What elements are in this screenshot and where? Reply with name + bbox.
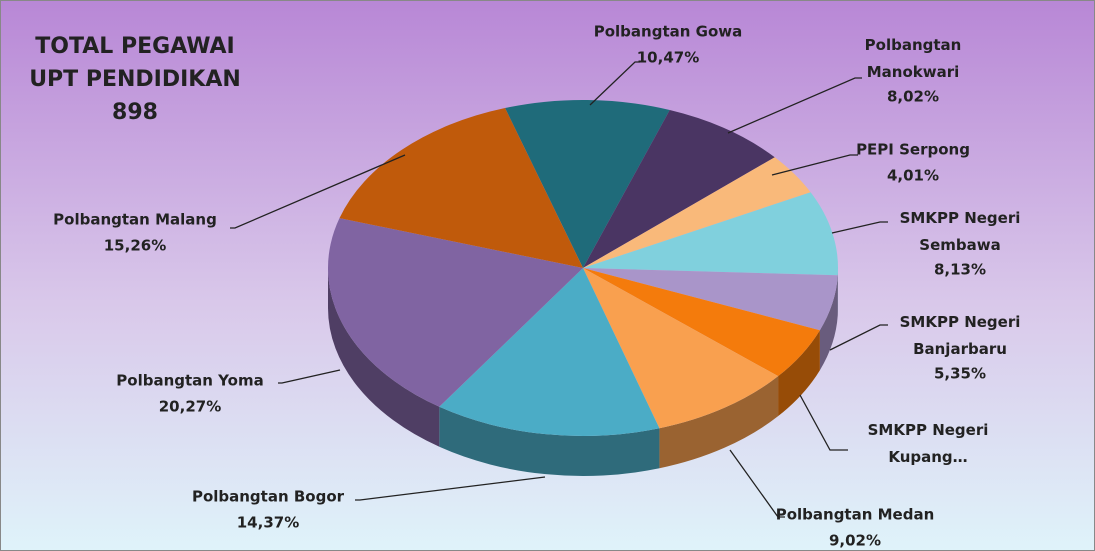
pie-slice	[583, 268, 838, 331]
value-label: 5,35%	[934, 365, 986, 383]
value-label: 15,26%	[104, 237, 166, 255]
pie-slice	[328, 218, 583, 407]
leader-line	[799, 394, 848, 451]
leader-line	[230, 154, 406, 229]
labels: Polbangtan Gowa 10,47% Polbangtan Manokwari…	[53, 23, 1020, 550]
leader-line	[829, 324, 888, 351]
category-label: Polbangtan Gowa	[594, 23, 743, 41]
leader-line	[355, 476, 546, 501]
pie-slice	[339, 108, 583, 268]
leader-line	[278, 369, 341, 384]
leader-line	[831, 221, 888, 234]
pie-side	[819, 275, 838, 371]
leader-line	[771, 154, 858, 176]
pie-slice	[505, 100, 670, 269]
category-label: SMKPP Negeri Kupang…	[868, 421, 989, 466]
category-label: Polbangtan Manokwari	[865, 36, 962, 81]
category-label: SMKPP Negeri Sembawa	[900, 209, 1021, 254]
category-label: Polbangtan Yoma	[116, 372, 263, 390]
pie-sides	[328, 268, 838, 476]
pie-slice	[583, 192, 838, 276]
pie-side	[778, 330, 820, 417]
category-label: Polbangtan Malang	[53, 211, 217, 229]
value-label: 9,02%	[829, 532, 881, 550]
leader-line	[727, 77, 862, 134]
category-label: PEPI Serpong	[856, 141, 970, 159]
pie-slice	[583, 157, 811, 268]
pie-side	[328, 268, 440, 447]
pie-side	[439, 406, 660, 476]
category-label: Polbangtan Bogor	[192, 488, 345, 506]
category-label: SMKPP Negeri Banjarbaru	[900, 313, 1021, 358]
leader-line	[589, 61, 640, 106]
value-label: 10,47%	[637, 49, 699, 67]
category-label: Polbangtan Medan	[776, 506, 935, 524]
pie-tops	[328, 100, 838, 436]
pie-slice	[583, 268, 820, 377]
value-label: 8,13%	[934, 261, 986, 279]
value-label: 8,02%	[887, 88, 939, 106]
pie-slice	[583, 110, 775, 268]
pie-side	[659, 376, 779, 469]
title-line: TOTAL PEGAWAI	[35, 34, 234, 59]
value-label: 14,37%	[237, 514, 299, 532]
value-label: 20,27%	[159, 398, 221, 416]
pie-slice	[439, 268, 660, 436]
value-label: 4,01%	[887, 167, 939, 185]
subtitle: 898	[112, 100, 158, 125]
pie-slice	[583, 268, 779, 429]
leader-line	[729, 449, 785, 518]
title-line: UPT PENDIDIKAN	[29, 67, 241, 92]
